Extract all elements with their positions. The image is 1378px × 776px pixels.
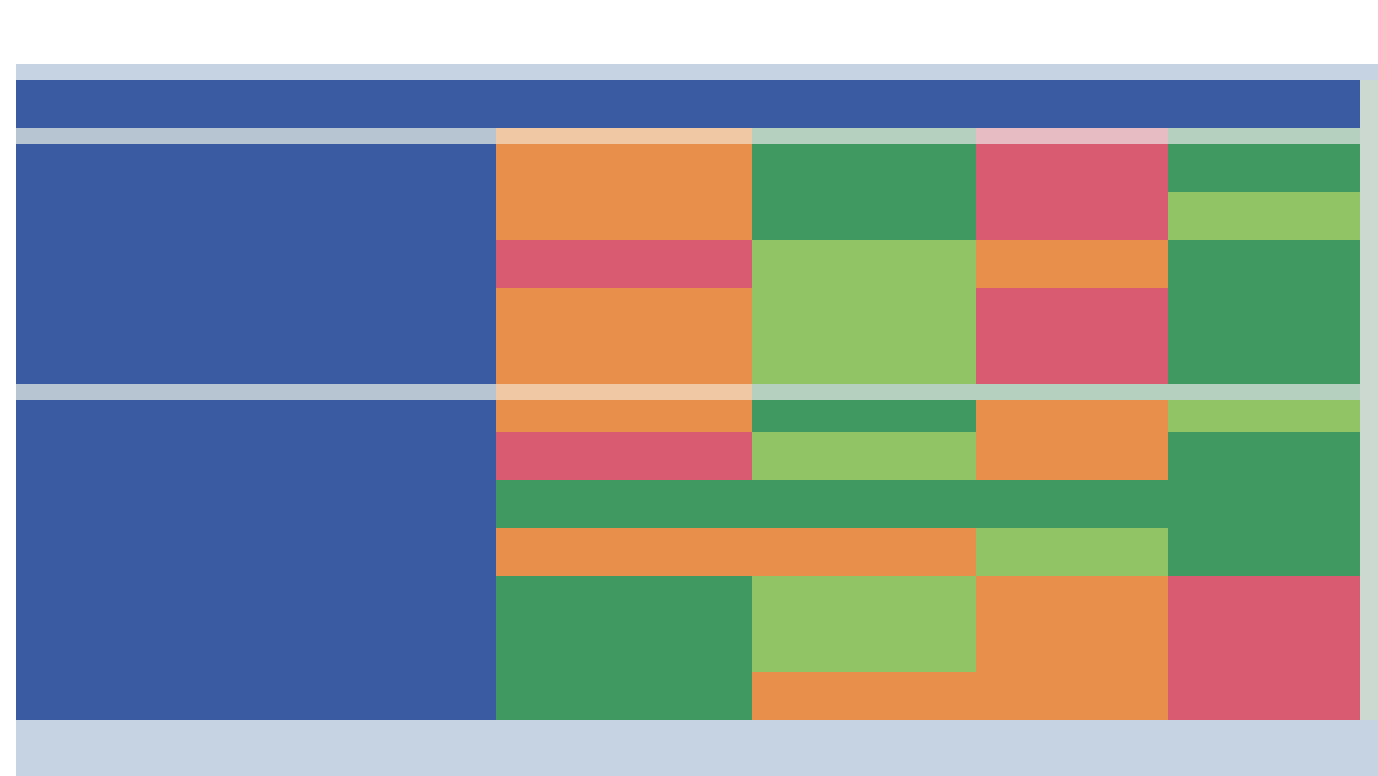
table-cell <box>1168 288 1360 384</box>
table-cell <box>1168 528 1360 576</box>
table-cell <box>752 480 976 528</box>
scroll-edge <box>1360 192 1378 240</box>
row-label <box>16 432 496 480</box>
row-label <box>16 240 496 288</box>
table-cell <box>1168 576 1360 624</box>
separator <box>1168 384 1360 400</box>
table-cell <box>496 528 752 576</box>
scroll-edge <box>1360 576 1378 624</box>
row-label <box>16 144 496 192</box>
table-cell <box>976 480 1168 528</box>
table-cell <box>1168 672 1360 720</box>
table-cell <box>496 192 752 240</box>
scroll-edge <box>1360 144 1378 192</box>
table-cell <box>496 288 752 384</box>
table-cell <box>752 432 976 480</box>
row-label <box>16 400 496 432</box>
table-cell <box>976 192 1168 240</box>
table-cell <box>976 624 1168 672</box>
table-cell <box>976 432 1168 480</box>
scroll-edge <box>1360 240 1378 288</box>
separator <box>496 384 752 400</box>
table-cell <box>752 240 976 288</box>
table-cell <box>496 400 752 432</box>
row-label <box>16 672 496 720</box>
table-cell <box>496 672 752 720</box>
scroll-edge <box>1360 288 1378 384</box>
table-cell <box>1168 480 1360 528</box>
separator <box>976 384 1168 400</box>
table-cell <box>496 624 752 672</box>
table-cell <box>496 480 752 528</box>
table-cell <box>752 624 976 672</box>
scroll-edge <box>1360 128 1378 144</box>
table-cell <box>976 400 1168 432</box>
table-cell <box>976 144 1168 192</box>
matrix-table <box>16 80 1378 720</box>
table-cell <box>1168 400 1360 432</box>
scroll-edge <box>1360 624 1378 672</box>
scroll-edge <box>1360 400 1378 432</box>
table-cell <box>496 144 752 192</box>
table-cell <box>496 240 752 288</box>
table-cell <box>752 400 976 432</box>
table-cell <box>752 576 976 624</box>
scroll-edge <box>1360 480 1378 528</box>
separator <box>16 128 496 144</box>
separator <box>976 128 1168 144</box>
header-cell-3 <box>976 80 1168 128</box>
separator <box>1168 128 1360 144</box>
separator <box>752 128 976 144</box>
header-cell-1 <box>496 80 752 128</box>
row-label <box>16 192 496 240</box>
header-cell-4 <box>1168 80 1360 128</box>
table-cell <box>496 432 752 480</box>
table-cell <box>976 672 1168 720</box>
header-cell-0 <box>16 80 496 128</box>
table-cell <box>1168 240 1360 288</box>
table-cell <box>496 576 752 624</box>
separator <box>16 384 496 400</box>
table-cell <box>976 528 1168 576</box>
table-cell <box>752 144 976 192</box>
separator <box>752 384 976 400</box>
table-cell <box>1168 624 1360 672</box>
table-cell <box>1168 192 1360 240</box>
row-label <box>16 576 496 624</box>
row-label <box>16 528 496 576</box>
row-label <box>16 288 496 384</box>
header-cell-2 <box>752 80 976 128</box>
table-cell <box>752 288 976 384</box>
row-label <box>16 624 496 672</box>
scroll-edge <box>1360 384 1378 400</box>
scroll-edge <box>1360 80 1378 128</box>
scroll-edge <box>1360 528 1378 576</box>
table-cell <box>1168 144 1360 192</box>
scroll-edge <box>1360 432 1378 480</box>
table-cell <box>752 192 976 240</box>
table-cell <box>752 672 976 720</box>
page-title <box>0 8 1378 56</box>
table-cell <box>976 288 1168 384</box>
table-cell <box>1168 432 1360 480</box>
scroll-edge <box>1360 672 1378 720</box>
row-label <box>16 480 496 528</box>
table-cell <box>752 528 976 576</box>
table-cell <box>976 576 1168 624</box>
separator <box>496 128 752 144</box>
table-cell <box>976 240 1168 288</box>
